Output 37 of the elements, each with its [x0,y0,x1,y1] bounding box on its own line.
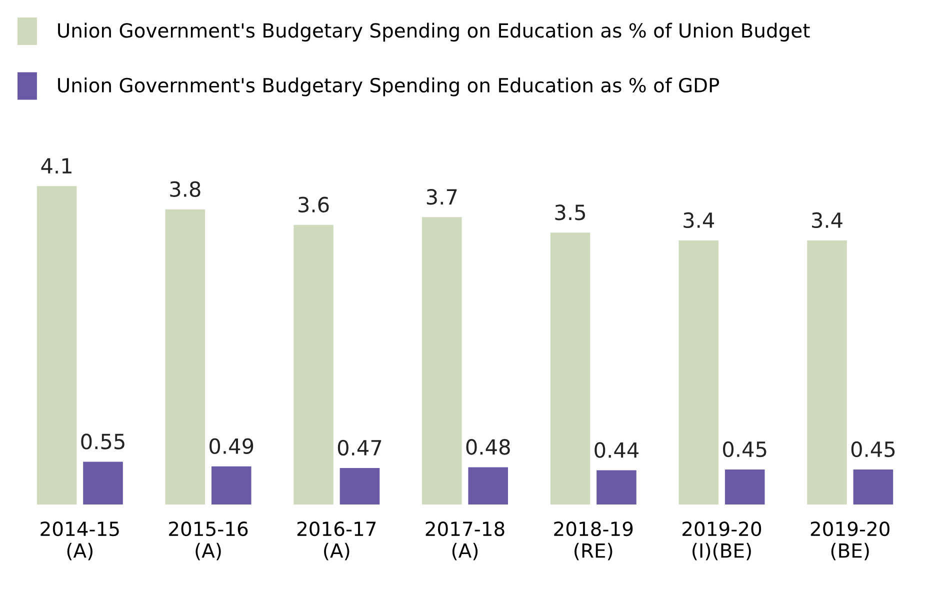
x-tick-label: 2019-20 (BE) [810,521,890,560]
bar [36,186,77,504]
data-label: 3.4 [812,212,842,228]
bar [422,217,462,504]
data-label: 0.49 [210,438,254,454]
bar [807,240,847,504]
bar [468,467,508,504]
data-label: 3.5 [555,204,586,220]
data-label: 3.7 [426,189,457,205]
bar [550,232,590,504]
bar [596,470,636,504]
x-tick-label: 2017-18 (A) [426,521,504,560]
legend-label: Union Government's Budgetary Spending on Education as % of GDP [58,77,720,96]
data-label: 0.47 [338,440,382,456]
bar [83,462,123,504]
bar [853,470,894,504]
data-label: 3.8 [170,181,200,197]
bar [678,240,719,504]
x-tick-label: 2015-16 (A) [169,521,248,560]
data-label: 0.48 [466,439,510,455]
data-label: 0.45 [851,441,895,458]
x-tick-label: 2016-17 (A) [297,521,376,560]
bar [294,224,334,504]
bar [165,209,206,504]
data-label: 3.4 [684,212,714,228]
bar [211,466,252,504]
data-label: 0.45 [723,441,766,458]
data-label: 0.44 [594,442,638,458]
x-tick-label: 2018-19 (RE) [554,521,633,560]
legend-label: Union Government's Budgetary Spending on Education as % of Union Budget [58,22,810,42]
data-label: 0.55 [81,434,124,450]
x-tick-label: 2014-15 (A) [40,521,119,560]
data-label: 3.6 [298,196,329,213]
bar [724,470,765,504]
x-tick-label: 2019-20 (I)(BE) [682,521,762,560]
bar [340,468,380,504]
data-label: 4.1 [41,158,72,174]
